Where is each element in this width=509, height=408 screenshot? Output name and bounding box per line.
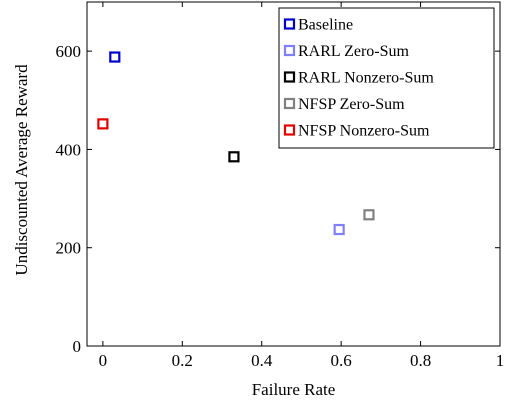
legend-label-4: NFSP Zero-Sum xyxy=(298,96,405,113)
x-tick-label: 0.8 xyxy=(410,351,431,370)
x-tick-label: 0.6 xyxy=(331,351,352,370)
data-point-4 xyxy=(363,209,375,221)
x-tick-label: 0 xyxy=(99,351,108,370)
plot-frame xyxy=(86,1,501,347)
data-point-1 xyxy=(109,51,121,63)
data-point-3 xyxy=(228,151,240,163)
legend-marker-3 xyxy=(283,71,296,83)
x-tick-label: 0.4 xyxy=(251,351,273,370)
legend-marker-1 xyxy=(283,18,296,30)
y-tick-label: 600 xyxy=(56,42,82,61)
legend-box xyxy=(278,7,495,149)
legend-label-2: RARL Zero-Sum xyxy=(298,43,410,60)
x-tick-label: 1 xyxy=(496,351,505,370)
legend-label-1: Baseline xyxy=(298,17,353,34)
points-layer xyxy=(97,51,375,236)
legend: Baseline RARL Zero-Sum RARL Nonzero-Sum NFS… xyxy=(278,7,495,149)
data-point-5 xyxy=(97,118,109,130)
legend-label-5: NFSP Nonzero-Sum xyxy=(298,123,430,140)
data-point-2 xyxy=(333,223,345,236)
legend-marker-2 xyxy=(283,44,296,57)
x-tick-label: 0.2 xyxy=(172,351,193,370)
y-axis-label: Undiscounted Average Reward xyxy=(12,64,31,276)
y-tick-label: 0 xyxy=(73,337,82,356)
legend-label-3: RARL Nonzero-Sum xyxy=(298,70,434,87)
y-tick-label: 400 xyxy=(56,140,82,159)
y-tick-label: 200 xyxy=(56,239,82,258)
legend-marker-4 xyxy=(283,97,296,110)
x-axis-label: Failure Rate xyxy=(252,380,336,399)
legend-marker-5 xyxy=(283,124,296,136)
axes-layer: 0 0.2 0.4 0.6 0.8 1 0 200 400 600 Failure Rate Undi… xyxy=(12,1,505,399)
